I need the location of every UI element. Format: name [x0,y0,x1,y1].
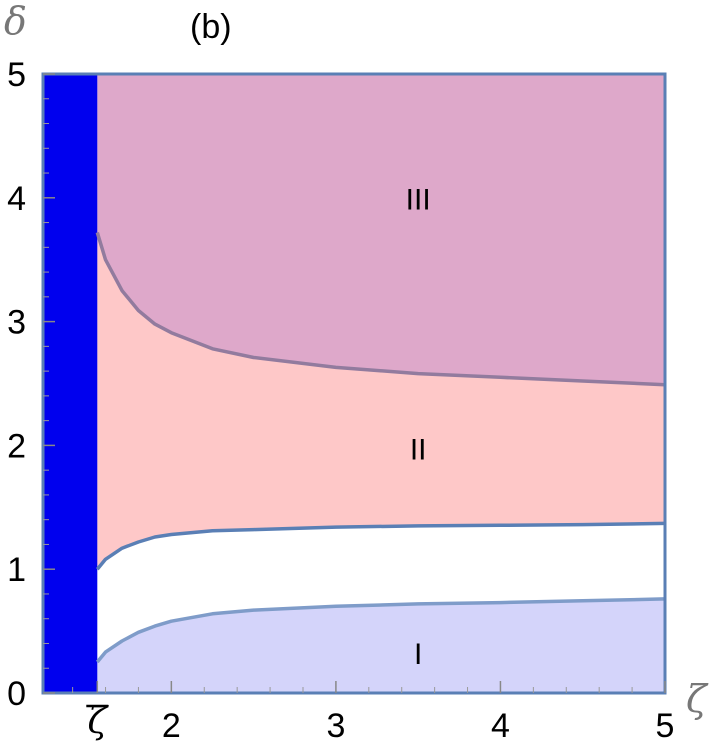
ticks-layer: 0 1 2 3 4 5 ζ 2 3 4 5 [7,56,674,745]
region-I-area [97,598,666,693]
region-label-III: III [406,183,431,216]
boundary-curve-upper [95,231,666,387]
y-axis-label: δ [4,0,27,43]
plot-frame [41,72,667,695]
y-tick-label: 2 [7,427,26,465]
y-tick-label: 4 [7,180,26,218]
excluded-band [43,74,98,693]
region-III-area [97,74,666,385]
x-tick-label: 2 [162,707,181,745]
boundary-curves-layer [95,231,666,664]
x-axis-label: ζ [686,677,709,721]
y-tick-label: 1 [7,551,26,589]
x-tick-label-zeta-bar: ζ [88,701,110,742]
region-label-I: I [414,638,422,671]
x-tick-label: 4 [491,707,510,745]
excluded-band-layer [43,74,98,693]
y-tick-label: 0 [7,675,26,713]
regions-layer [97,74,666,693]
x-tick-label: 3 [326,707,345,745]
region-II-area [97,232,666,570]
boundary-curve-middle [95,521,666,571]
panel-label: (b) [190,8,232,46]
region-label-II: II [410,434,427,467]
y-tick-label: 3 [7,304,26,342]
y-tick-label: 5 [7,56,26,94]
boundary-curve-lower [95,597,666,664]
plot-frame-layer [41,72,667,695]
x-tick-label: 5 [656,707,675,745]
